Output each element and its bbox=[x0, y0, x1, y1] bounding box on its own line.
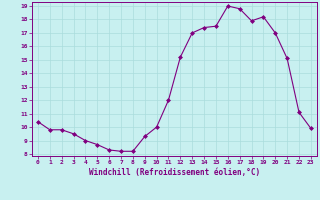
X-axis label: Windchill (Refroidissement éolien,°C): Windchill (Refroidissement éolien,°C) bbox=[89, 168, 260, 177]
